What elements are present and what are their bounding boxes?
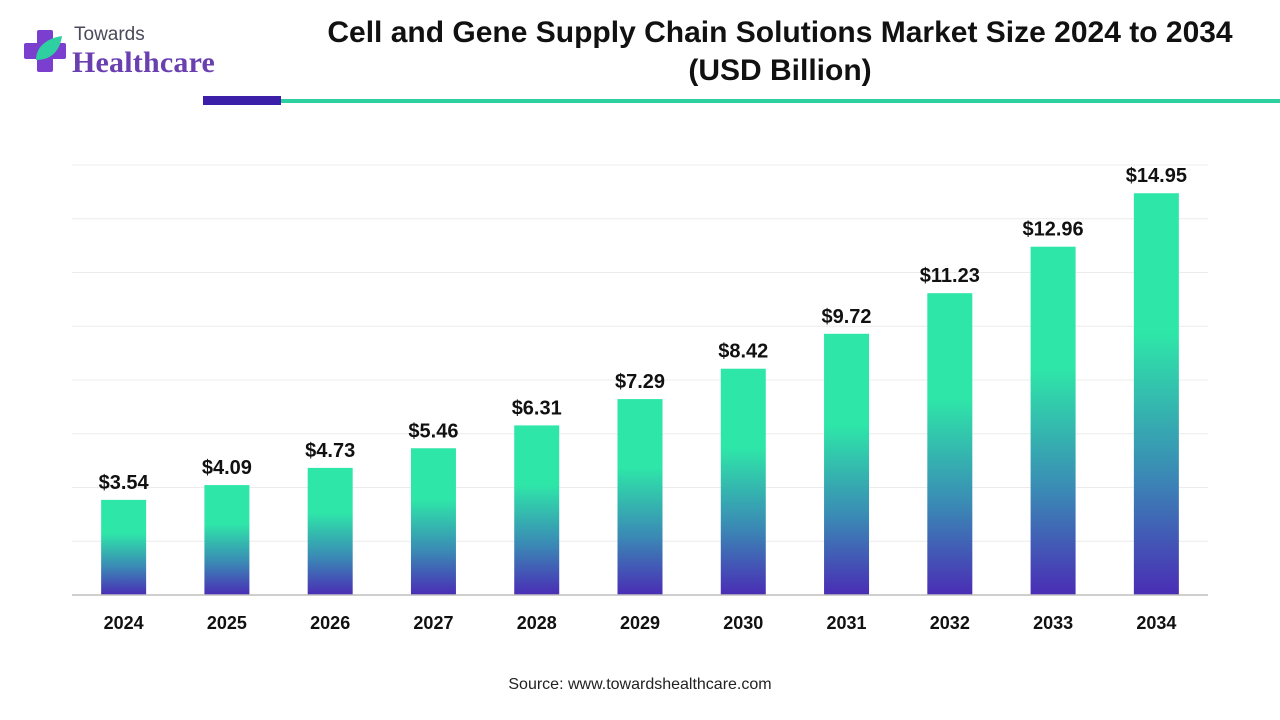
data-label-2034: $14.95 xyxy=(1126,165,1187,187)
x-tick-2027: 2027 xyxy=(413,613,453,633)
x-tick-2025: 2025 xyxy=(207,613,247,633)
data-label-2025: $4.09 xyxy=(202,457,252,479)
data-label-2029: $7.29 xyxy=(615,371,665,393)
x-tick-2030: 2030 xyxy=(723,613,763,633)
medical-cross-icon xyxy=(24,30,66,72)
chart-title: Cell and Gene Supply Chain Solutions Mar… xyxy=(280,14,1280,90)
logo-text-towards: Towards xyxy=(74,24,145,45)
x-tick-2031: 2031 xyxy=(827,613,867,633)
data-label-2031: $9.72 xyxy=(822,306,872,328)
bars xyxy=(101,193,1179,595)
bar-2024 xyxy=(101,499,147,595)
chart-title-line1: Cell and Gene Supply Chain Solutions Mar… xyxy=(327,16,1233,49)
bar-2026 xyxy=(307,467,353,595)
x-tick-2024: 2024 xyxy=(104,613,144,633)
data-label-2030: $8.42 xyxy=(718,341,768,363)
x-tick-2028: 2028 xyxy=(517,613,557,633)
bar-2028 xyxy=(514,425,560,595)
x-tick-2029: 2029 xyxy=(620,613,660,633)
bar-2033 xyxy=(1030,246,1076,595)
bar-2025 xyxy=(204,485,250,595)
x-tick-2034: 2034 xyxy=(1136,613,1176,633)
bar-2031 xyxy=(824,333,870,595)
bar-2029 xyxy=(617,399,663,595)
header-accent-teal xyxy=(281,99,1280,103)
data-label-2028: $6.31 xyxy=(512,397,562,419)
data-label-2027: $5.46 xyxy=(408,420,458,442)
chart-title-line2: (USD Billion) xyxy=(688,54,872,87)
bar-2030 xyxy=(720,368,766,595)
data-label-2024: $3.54 xyxy=(99,472,150,494)
data-labels: $3.54 $4.09 $4.73 $5.46 $6.31 $7.29 $8.42 $9.72… xyxy=(99,165,1187,494)
source-note: Source: www.towardshealthcare.com xyxy=(508,676,772,693)
x-tick-2026: 2026 xyxy=(310,613,350,633)
data-label-2032: $11.23 xyxy=(920,265,980,287)
bar-2034 xyxy=(1133,193,1179,595)
x-tick-2033: 2033 xyxy=(1033,613,1073,633)
brand-logo: Towards Healthcare xyxy=(22,22,242,82)
data-label-2033: $12.96 xyxy=(1023,219,1084,241)
logo-text-healthcare: Healthcare xyxy=(72,46,216,79)
bar-2027 xyxy=(410,448,456,595)
header-accent-purple xyxy=(203,96,281,105)
x-tick-labels: 2024 2025 2026 2027 2028 2029 2030 2031 2032 2033… xyxy=(104,613,1177,633)
bar-2032 xyxy=(927,293,973,595)
x-tick-2032: 2032 xyxy=(930,613,970,633)
data-label-2026: $4.73 xyxy=(305,440,355,462)
